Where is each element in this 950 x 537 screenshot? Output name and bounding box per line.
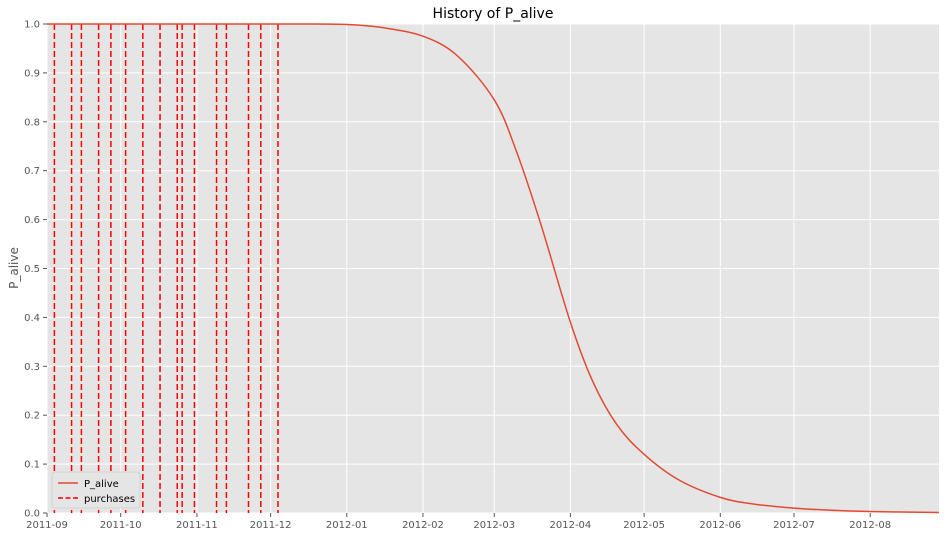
x-axis: 2011-09 2011-10 2011-11 2011-12 2012-01 2012-… bbox=[26, 513, 891, 531]
x-tick-label: 2011-11 bbox=[176, 520, 218, 531]
legend-label-p-alive: P_alive bbox=[84, 479, 119, 490]
y-tick-label: 0.6 bbox=[24, 215, 40, 226]
x-tick-label: 2012-06 bbox=[699, 520, 741, 531]
x-tick-label: 2012-05 bbox=[623, 520, 665, 531]
y-tick-label: 1.0 bbox=[24, 20, 40, 31]
y-axis: 0.0 0.1 0.2 0.3 0.4 0.5 0.6 0.7 0.8 0.9 1.0 bbox=[24, 20, 47, 520]
x-tick-label: 2012-02 bbox=[402, 520, 444, 531]
y-axis-label: P_alive bbox=[7, 247, 21, 289]
grid bbox=[46, 23, 939, 514]
series-lines bbox=[46, 23, 940, 514]
y-tick-label: 0.2 bbox=[24, 411, 40, 422]
x-tick-label: 2012-01 bbox=[326, 520, 368, 531]
y-tick-label: 0.5 bbox=[24, 264, 40, 275]
series-line-p-alive bbox=[46, 23, 940, 514]
x-tick-label: 2012-08 bbox=[849, 520, 891, 531]
legend-box bbox=[51, 471, 141, 509]
purchase-lines bbox=[53, 24, 279, 513]
y-tick-label: 0.8 bbox=[24, 117, 40, 128]
legend-label-purchases: purchases bbox=[84, 494, 135, 505]
x-tick-label: 2011-12 bbox=[250, 520, 292, 531]
x-tick-label: 2012-03 bbox=[473, 520, 515, 531]
y-tick-label: 0.7 bbox=[24, 166, 40, 177]
y-tick-label: 0.0 bbox=[24, 509, 40, 520]
x-tick-label: 2012-04 bbox=[550, 520, 592, 531]
y-tick-label: 0.1 bbox=[24, 460, 40, 471]
x-tick-label: 2011-10 bbox=[100, 520, 142, 531]
y-tick-label: 0.3 bbox=[24, 362, 40, 373]
y-tick-label: 0.4 bbox=[24, 313, 40, 324]
chart-title: History of P_alive bbox=[433, 6, 554, 22]
x-tick-label: 2011-09 bbox=[26, 520, 68, 531]
y-tick-label: 0.9 bbox=[24, 68, 40, 79]
x-tick-label: 2012-07 bbox=[773, 520, 815, 531]
legend: P_alive purchases bbox=[51, 471, 141, 509]
